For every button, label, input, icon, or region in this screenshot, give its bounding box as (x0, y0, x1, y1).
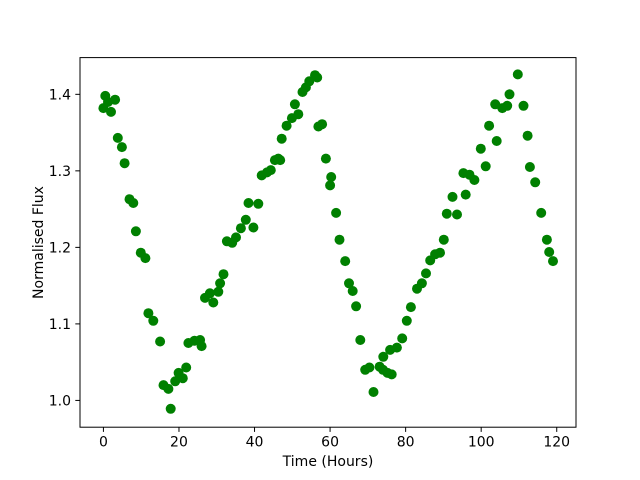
data-point (435, 247, 445, 258)
data-point (452, 209, 462, 220)
data-point (119, 158, 130, 169)
x-tick-label: 60 (321, 435, 339, 451)
axis-ticks-layer (75, 93, 558, 432)
data-point (289, 99, 300, 110)
data-point (275, 155, 286, 166)
x-tick-label: 100 (468, 435, 495, 451)
data-point (281, 120, 292, 131)
data-point (480, 161, 491, 172)
data-point (208, 297, 219, 308)
data-point (130, 226, 141, 237)
data-point (248, 222, 259, 233)
data-point (544, 247, 555, 257)
data-point (218, 269, 229, 280)
data-point (351, 301, 362, 312)
data-point (276, 133, 287, 144)
data-point (334, 234, 345, 245)
data-point (128, 198, 139, 208)
data-point (317, 119, 328, 130)
data-point (512, 69, 523, 80)
data-point (548, 256, 558, 267)
data-point (204, 288, 215, 299)
data-point (143, 308, 154, 319)
data-point (386, 369, 397, 380)
data-point (397, 333, 408, 344)
data-point (170, 376, 181, 387)
data-point (112, 132, 123, 143)
data-point (536, 207, 547, 218)
data-point (165, 403, 176, 414)
y-tick-label: 1.1 (49, 317, 71, 333)
data-point (491, 136, 502, 146)
data-point (196, 341, 207, 352)
x-tick-label: 40 (246, 435, 264, 451)
data-point (441, 208, 452, 219)
data-point (416, 278, 427, 289)
data-point (325, 180, 336, 191)
data-point (293, 109, 304, 120)
data-point (243, 198, 254, 208)
y-tick-label: 1.2 (49, 240, 71, 256)
data-point (140, 253, 151, 264)
data-point (265, 165, 276, 176)
data-point (518, 100, 529, 111)
data-point (368, 387, 379, 397)
tick-labels-layer: 0 20 40 60 80 100 120 1.0 1.1 1.2 1.3 1.4 (49, 87, 570, 450)
data-point (347, 286, 358, 296)
data-point (148, 315, 159, 326)
data-point (110, 94, 121, 105)
data-point (469, 175, 480, 185)
data-point (235, 223, 246, 234)
data-point (405, 302, 416, 313)
data-point (364, 362, 375, 373)
x-tick-label: 80 (397, 435, 415, 451)
data-point (355, 335, 366, 345)
data-point (391, 342, 402, 353)
x-axis-label: Time (Hours) (282, 454, 374, 470)
x-tick-label: 20 (170, 435, 188, 451)
data-point (215, 278, 226, 289)
data-point (155, 336, 166, 347)
data-point (401, 315, 412, 326)
data-point (541, 234, 552, 245)
y-tick-label: 1.0 (49, 393, 71, 409)
data-point (240, 214, 251, 225)
data-point (106, 106, 116, 117)
plot-area (80, 57, 576, 428)
data-point (177, 373, 188, 384)
data-point (253, 198, 264, 209)
data-point (326, 172, 337, 182)
data-point (530, 177, 541, 188)
data-point (460, 189, 471, 200)
data-point (344, 278, 354, 289)
y-axis-label: Normalised Flux (31, 186, 47, 299)
data-point (522, 130, 533, 141)
data-point (163, 383, 174, 394)
data-point (504, 89, 515, 100)
data-point (378, 351, 389, 362)
data-point (475, 143, 486, 154)
data-points-layer (98, 69, 558, 414)
data-point (502, 100, 513, 111)
x-tick-label: 120 (543, 435, 570, 451)
data-point (484, 120, 495, 131)
x-tick-label: 0 (99, 435, 108, 451)
data-point (231, 232, 241, 243)
data-point (312, 72, 323, 83)
data-point (213, 286, 224, 297)
data-point (421, 268, 431, 279)
data-point (181, 362, 192, 373)
data-point (340, 256, 351, 267)
data-point (320, 153, 331, 164)
axes-spines (79, 57, 577, 428)
data-point (331, 207, 342, 218)
y-tick-label: 1.4 (49, 87, 71, 103)
y-tick-label: 1.3 (49, 164, 71, 180)
data-point (447, 191, 458, 202)
data-point (524, 162, 535, 172)
data-point (438, 234, 449, 245)
data-point (116, 142, 127, 153)
